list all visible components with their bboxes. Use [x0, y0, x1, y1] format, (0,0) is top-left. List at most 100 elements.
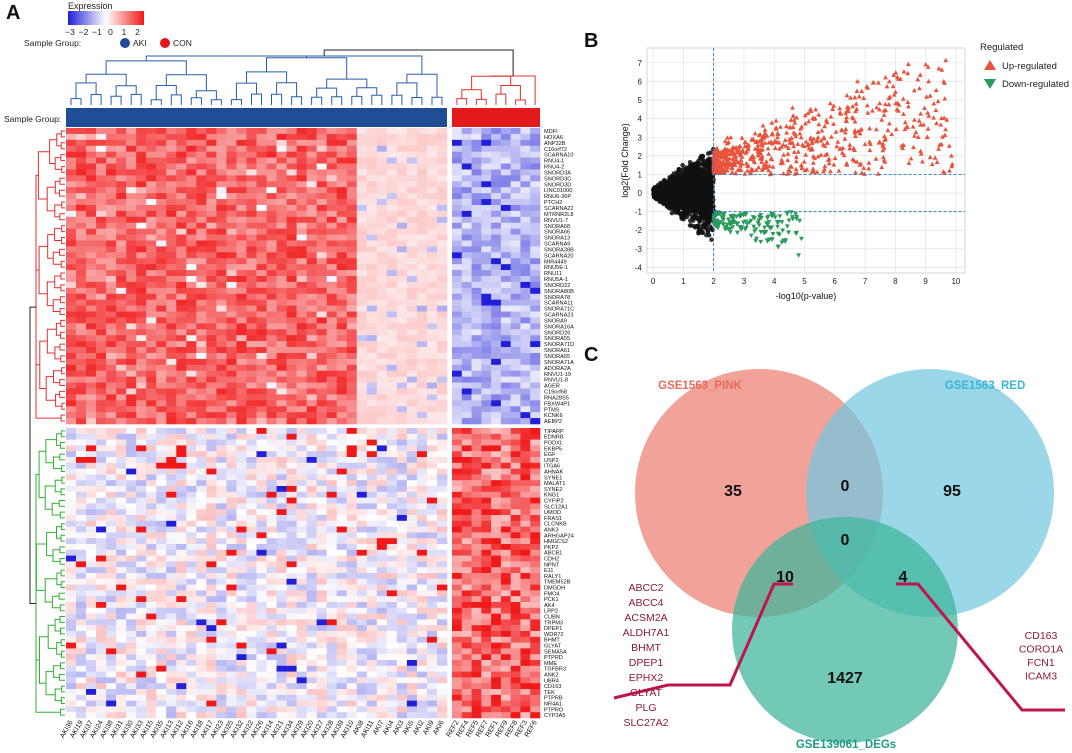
heatmap-cell — [326, 341, 338, 348]
heatmap-cell — [530, 462, 541, 469]
heatmap-cell — [356, 394, 368, 401]
heatmap-cell — [286, 532, 297, 539]
heatmap-cell — [406, 388, 418, 395]
heatmap-cell — [406, 128, 418, 135]
heatmap-cell — [186, 712, 197, 719]
heatmap-cell — [386, 347, 398, 354]
heatmap-cell — [106, 370, 117, 377]
heatmap-cell — [136, 509, 147, 516]
heatmap-cell — [530, 281, 541, 289]
heatmap-cell — [461, 457, 472, 464]
heatmap-cell — [346, 596, 358, 603]
heatmap-cell — [326, 671, 338, 678]
heatmap-cell — [336, 364, 348, 372]
heatmap-cell — [530, 370, 541, 377]
heatmap-cell — [426, 648, 438, 655]
heatmap-cell — [96, 412, 107, 419]
heatmap-cell — [106, 602, 117, 609]
heatmap-cell — [416, 671, 428, 678]
heatmap-cell — [146, 578, 157, 585]
heatmap-cell — [156, 157, 167, 164]
heatmap-cell — [500, 418, 511, 425]
gene-label: MME — [544, 661, 557, 667]
heatmap-cell — [366, 376, 378, 383]
heatmap-cell — [376, 187, 388, 194]
heatmap-cell — [186, 199, 197, 206]
heatmap-cell — [216, 187, 227, 194]
heatmap-cell — [336, 573, 348, 580]
heatmap-cell — [481, 497, 492, 504]
heatmap-cell — [316, 544, 327, 551]
heatmap-cell — [436, 157, 448, 164]
heatmap-cell — [196, 376, 207, 383]
heatmap-cell — [236, 335, 247, 342]
heatmap-cell — [126, 276, 137, 283]
heatmap-cell — [166, 451, 177, 458]
heatmap-cell — [326, 468, 338, 475]
heatmap-cell — [510, 287, 521, 295]
heatmap-cell — [216, 133, 227, 141]
heatmap-cell — [296, 457, 307, 464]
heatmap-cell — [146, 163, 157, 170]
heatmap-cell — [426, 305, 438, 312]
heatmap-cell — [306, 169, 317, 176]
heatmap-cell — [216, 145, 227, 152]
heatmap-cell — [481, 625, 492, 632]
heatmap-cell — [530, 636, 541, 643]
heatmap-cell — [452, 394, 463, 401]
heatmap-cell — [520, 276, 531, 283]
heatmap-cell — [156, 317, 167, 324]
heatmap-cell — [530, 520, 541, 527]
heatmap-cell — [206, 596, 217, 603]
heatmap-cell — [386, 671, 398, 678]
heatmap-cell — [530, 613, 541, 620]
heatmap-cell — [436, 169, 448, 176]
heatmap-cell — [376, 323, 388, 330]
heatmap-cell — [186, 347, 197, 354]
heatmap-cell — [166, 544, 177, 551]
heatmap-cell — [176, 412, 187, 419]
heatmap-cell — [396, 210, 408, 218]
heatmap-cell — [96, 613, 107, 620]
heatmap-cell — [186, 654, 197, 661]
heatmap-cell — [196, 388, 207, 395]
gene-label: ABCB1 — [544, 551, 562, 557]
heatmap-cell — [376, 157, 388, 164]
heatmap-cell — [491, 216, 502, 224]
heatmap-cell — [246, 128, 257, 135]
heatmap-cell — [316, 246, 327, 253]
column-dendrogram-branch — [515, 99, 526, 105]
heatmap-cell — [126, 654, 137, 661]
heatmap-cell — [286, 406, 297, 413]
heatmap-cell — [256, 625, 267, 632]
heatmap-cell — [481, 270, 492, 277]
heatmap-cell — [426, 433, 438, 440]
heatmap-cell — [206, 406, 217, 413]
heatmap-cell — [276, 210, 287, 218]
heatmap-cell — [216, 532, 227, 539]
heatmap-cell — [276, 341, 287, 348]
heatmap-cell — [126, 660, 137, 667]
heatmap-cell — [96, 169, 107, 176]
heatmap-cell — [106, 199, 117, 206]
heatmap-cell — [76, 128, 87, 135]
heatmap-cell — [156, 276, 167, 283]
heatmap-cell — [406, 433, 418, 440]
heatmap-cell — [196, 509, 207, 516]
heatmap-cell — [376, 388, 388, 395]
heatmap-cell — [520, 602, 531, 609]
heatmap-cell — [106, 526, 117, 533]
heatmap-cell — [76, 311, 87, 318]
heatmap-cell — [471, 549, 482, 556]
heatmap-cell — [256, 509, 267, 516]
heatmap-cell — [126, 619, 137, 626]
heatmap-cell — [366, 139, 378, 147]
heatmap-cell — [296, 376, 307, 383]
heatmap-cell — [206, 252, 217, 259]
heatmap-cell — [136, 246, 147, 253]
heatmap-cell — [346, 341, 358, 348]
heatmap-cell — [510, 341, 521, 348]
heatmap-cell — [286, 671, 297, 678]
heatmap-cell — [156, 520, 167, 527]
heatmap-cell — [346, 139, 358, 147]
